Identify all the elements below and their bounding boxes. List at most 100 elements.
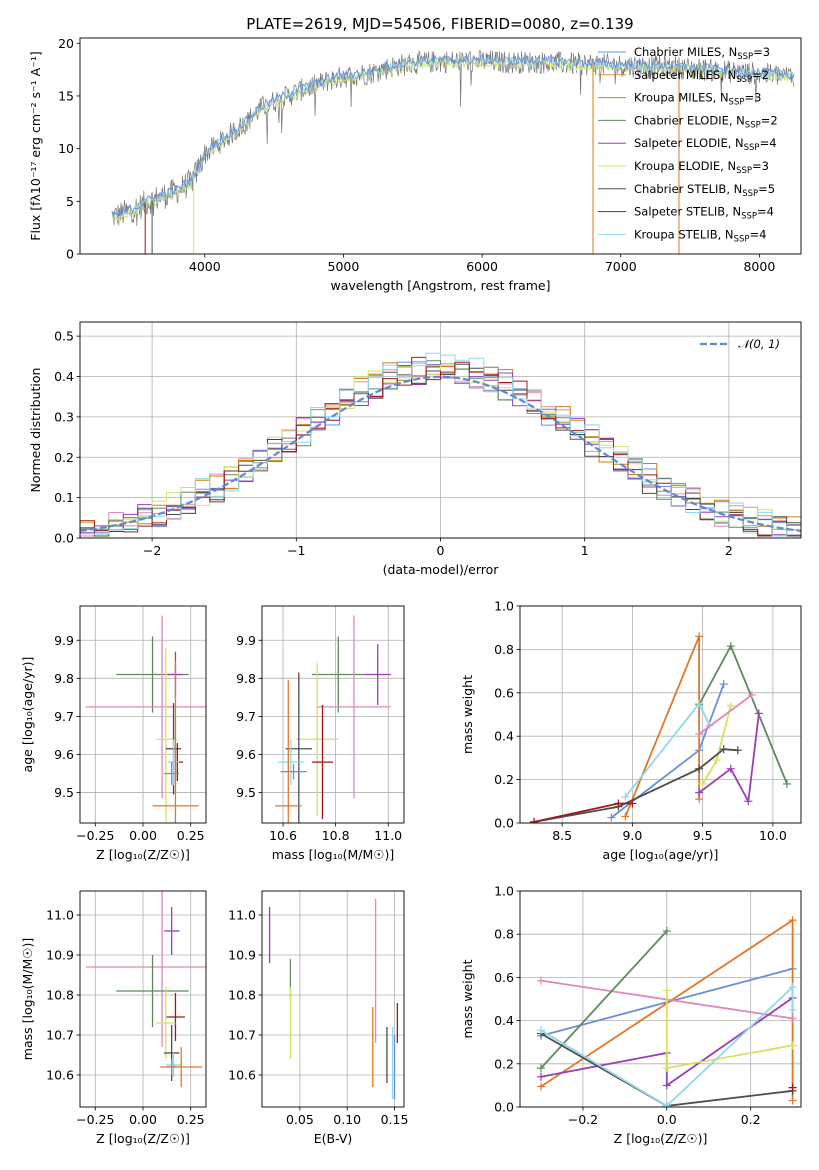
y-axis-label: age [log₁₀(age/yr)] (20, 657, 35, 773)
x-tick-label: 9.0 (622, 828, 642, 843)
x-tick-label: 0.15 (381, 1112, 409, 1127)
mass-weight-marker (530, 817, 539, 823)
mass-weight-marker (536, 1082, 545, 1091)
y-tick-label: 0.2 (54, 450, 74, 465)
x-tick-label: 10.0 (759, 828, 787, 843)
y-tick-label: 0.0 (494, 816, 514, 831)
y-tick-label: 0.3 (54, 409, 74, 424)
y-tick-label: 10.9 (46, 948, 74, 963)
x-tick-label: −2 (143, 543, 161, 558)
x-axis-label: Z [log₁₀(Z/Z☉)] (614, 1131, 708, 1146)
z-weights-frame (519, 890, 802, 1108)
errorbar-point (285, 672, 312, 823)
y-tick-label: 10.6 (228, 1068, 256, 1083)
y-tick-label: 9.6 (54, 747, 74, 762)
y-tick-label: 0.8 (494, 642, 514, 657)
errorbar-point (164, 762, 180, 785)
mass-weight-marker (662, 1081, 671, 1090)
mass-weight-marker (662, 1064, 671, 1073)
age-weights-plot-area (530, 632, 791, 823)
x-axis-label: Z [log₁₀(Z/Z☉)] (96, 1131, 190, 1146)
mass-weight-marker (695, 730, 704, 739)
legend-entry: Kroupa ELODIE, NSSP=3 (634, 159, 769, 176)
z-weights-plot-area (536, 916, 797, 1107)
x-axis-label: E(B-V) (314, 1131, 353, 1146)
y-tick-label: 9.7 (236, 709, 256, 724)
legend-entry: Kroupa STELIB, NSSP=4 (634, 227, 766, 244)
mass-vs-age-frame (261, 605, 405, 824)
errorbar-point (165, 1053, 182, 1077)
mass-weight-marker (712, 756, 721, 765)
mass-weight-marker (536, 1026, 545, 1035)
mass-weight-marker (628, 799, 637, 808)
x-tick-label: −0.2 (568, 1112, 598, 1127)
mass-vs-age-plot-area (275, 615, 391, 823)
errorbar-point (311, 636, 365, 713)
age-weights-panel: 8.5 9.0 9.5 10.0 0.0 0.2 0.4 0.6 0.8 1.0 age [log₁… (460, 599, 802, 862)
mass-weight-marker (726, 764, 735, 773)
errorbar-point (296, 663, 339, 816)
y-tick-label: 0.0 (494, 1100, 514, 1115)
mass-weight-marker (614, 799, 623, 808)
mass-vs-age-grid (262, 606, 404, 823)
x-tick-label: −1 (287, 543, 305, 558)
y-tick-label: 15 (58, 88, 74, 103)
x-tick-label: 0.2 (741, 1112, 761, 1127)
y-tick-label: 10.7 (46, 1028, 74, 1043)
ebv-vs-mass-panel: 0.05 0.10 0.15 10.6 10.7 10.8 10.9 11.0 E(B-V) (228, 890, 409, 1146)
spectrum-legend: Chabrier MILES, NSSP=3 Salpeter MILES, NS… (598, 45, 778, 244)
mass-vs-age-panel: 10.6 10.8 11.0 9.5 9.6 9.7 9.8 9.9 mass [log₁₀(M… (236, 605, 405, 862)
x-tick-label: 7000 (605, 259, 637, 274)
mass-weight-marker (788, 1014, 797, 1023)
y-axis-label: mass [log₁₀(M/M☉)] (20, 938, 35, 1060)
mass-weight-marker (536, 1064, 545, 1073)
y-tick-label: 9.7 (54, 709, 74, 724)
spectrum-plot-area (111, 49, 795, 254)
mass-weight-marker (662, 926, 671, 935)
z-vs-mass-frame (79, 890, 207, 1108)
legend-entry: Chabrier STELIB, NSSP=5 (634, 182, 775, 199)
x-tick-label: 0.0 (657, 1112, 677, 1127)
errorbar-point (165, 993, 185, 1041)
ebv-vs-mass-plot-area (268, 899, 399, 1099)
errorbar-point (167, 739, 180, 785)
x-axis-label: mass [log₁₀(M/M☉)] (272, 847, 394, 862)
y-axis-label: Normed distribution (28, 368, 43, 493)
mass-weight-marker (782, 779, 791, 788)
mass-weight-marker (788, 1041, 797, 1050)
legend-entry: Salpeter MILES, NSSP=2 (634, 68, 769, 85)
mass-weight-marker (726, 642, 735, 651)
y-axis-label: mass weight (460, 675, 475, 754)
mass-weight-marker (695, 699, 704, 708)
residuals-legend: 𝒩(0, 1) (700, 337, 780, 351)
y-tick-label: 1.0 (494, 884, 514, 899)
errorbar-point (317, 615, 391, 799)
mass-weight-marker (788, 983, 797, 992)
z-weights-panel: −0.2 0.0 0.2 0.0 0.2 0.4 0.6 0.8 1.0 Z [log₁₀(Z/Z… (460, 884, 802, 1146)
residuals-frame (79, 321, 802, 539)
y-tick-label: 0.2 (494, 772, 514, 787)
mass-weight-marker (695, 632, 704, 641)
mass-weight-marker (719, 680, 728, 689)
age-weights-frame (519, 605, 802, 824)
y-tick-label: 0.6 (494, 970, 514, 985)
legend-entry: Chabrier MILES, NSSP=3 (634, 45, 770, 62)
errorbar-point (311, 704, 333, 820)
x-tick-label: 10.6 (269, 828, 297, 843)
mass-weight-marker (719, 745, 728, 754)
mass-weight-marker (754, 709, 763, 718)
mass-weight-marker (788, 1005, 797, 1014)
x-axis-label: Z [log₁₀(Z/Z☉)] (96, 847, 190, 862)
y-tick-label: 10 (58, 141, 74, 156)
x-tick-label: 8.5 (552, 828, 572, 843)
x-tick-label: 8000 (743, 259, 775, 274)
errorbar-point (280, 763, 307, 780)
y-tick-label: 1.0 (494, 599, 514, 614)
errorbar-point (364, 644, 391, 705)
y-tick-label: 9.8 (54, 671, 74, 686)
y-tick-label: 10.9 (228, 948, 256, 963)
mass-weight-marker (788, 1096, 797, 1105)
errorbar-point (156, 647, 176, 823)
x-tick-label: 9.5 (693, 828, 713, 843)
z-vs-age-grid (80, 606, 206, 823)
